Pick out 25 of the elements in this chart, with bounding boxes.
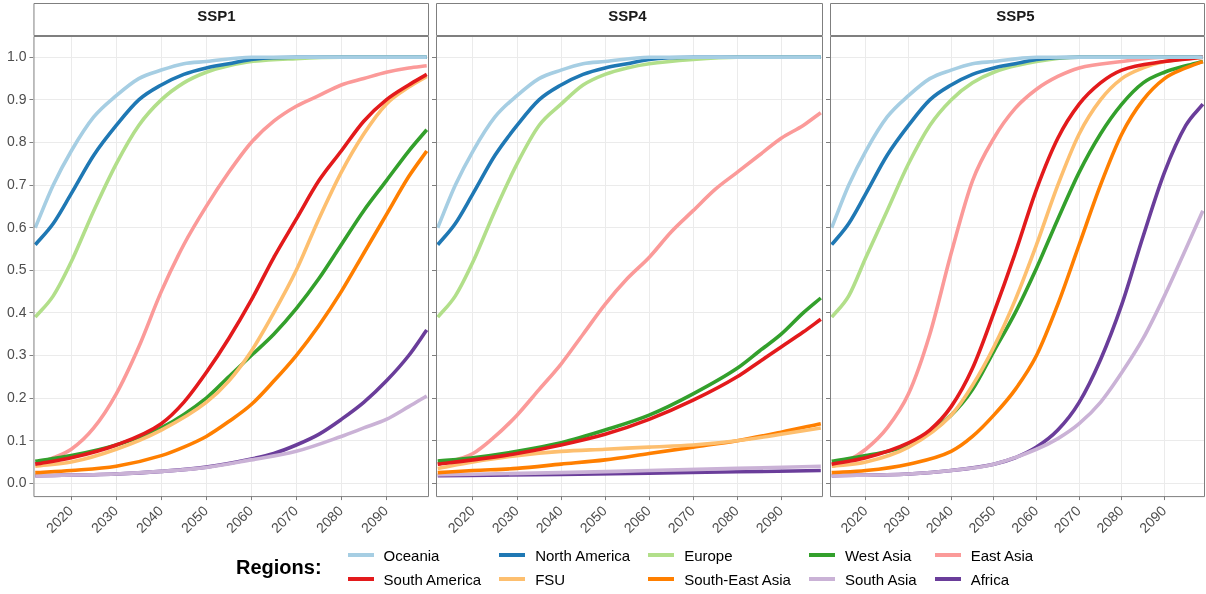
chart-title: SSP5: [996, 7, 1035, 25]
legend-label: South America: [383, 570, 482, 588]
legend-label: West Asia: [844, 546, 912, 564]
y-tick-label: 0.5: [6, 261, 27, 278]
legend-label: Europe: [684, 546, 733, 564]
y-tick-label: 0.6: [6, 218, 27, 235]
y-tick-label: 0.2: [6, 388, 27, 405]
y-tick-label: 0.1: [6, 431, 27, 448]
y-tick-label: 0.7: [6, 175, 27, 192]
legend-label: East Asia: [970, 546, 1034, 564]
chart-title: SSP1: [197, 7, 236, 25]
chart-title: SSP4: [608, 7, 648, 25]
legend-label: Oceania: [383, 546, 440, 564]
y-tick-label: 0.3: [6, 346, 27, 363]
y-tick-label: 0.0: [6, 474, 27, 491]
legend-label: North America: [535, 546, 631, 564]
y-tick-label: 0.8: [6, 133, 27, 150]
y-tick-label: 0.4: [6, 303, 27, 320]
legend-label: FSU: [535, 570, 566, 588]
legend-title: Regions:: [236, 555, 322, 579]
legend-label: South Asia: [844, 570, 917, 588]
legend-label: South-East Asia: [684, 570, 791, 588]
y-tick-label: 0.9: [6, 90, 27, 107]
legend-label: Africa: [970, 570, 1009, 588]
y-tick-label: 1.0: [6, 48, 27, 65]
